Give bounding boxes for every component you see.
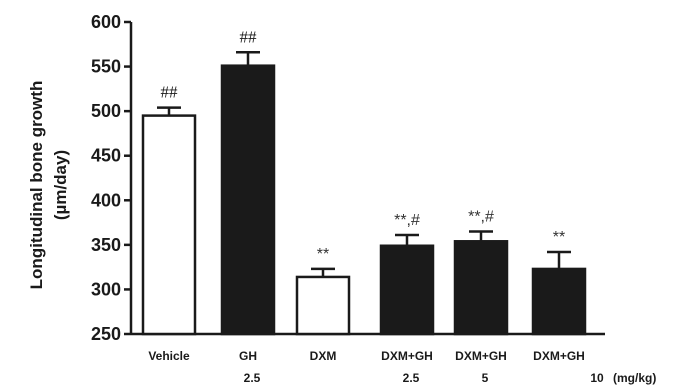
x-dose-label: 10 [590,371,604,385]
y-tick-label: 300 [91,279,121,299]
y-axis-title-line1: Longitudinal bone growth [27,81,46,290]
bars: ## ## ** **,# **,# ** [141,27,587,336]
significance-annotation: **,# [468,208,494,225]
bar [141,114,197,336]
x-category-label: DXM+GH [533,349,585,363]
y-tick-label: 450 [91,146,121,166]
y-tick-label: 500 [91,101,121,121]
significance-annotation: ** [553,229,565,246]
y-tick-label: 250 [91,324,121,344]
y-tick-label: 600 [91,12,121,32]
y-tick-label: 400 [91,190,121,210]
bar [453,240,509,336]
unit-label: (mg/kg) [613,371,656,385]
x-category-label: DXM+GH [455,349,507,363]
x-category-label: DXM+GH [381,349,433,363]
x-category-label: GH [239,349,257,363]
y-tick-label: 550 [91,57,121,77]
bar [531,267,587,336]
x-category-label: Vehicle [148,349,190,363]
significance-annotation: **,# [394,212,420,229]
x-category-label: DXM [310,349,337,363]
significance-annotation: ## [240,27,258,46]
x-axis-labels: Vehicle GH 2.5 DXM DXM+GH 2.5 DXM+GH 5 DXM+GH 10 [148,349,604,385]
bar [220,64,276,336]
x-dose-label: 2.5 [403,371,420,385]
significance-annotation: ## [161,83,179,102]
significance-annotation: ** [317,246,329,263]
axes: 250 300 350 400 450 500 550 600 [91,12,605,344]
y-axis-title-line2: (µm/day) [51,150,70,220]
y-tick-label: 350 [91,235,121,255]
bar [379,244,435,336]
bar [295,275,351,336]
y-axis-title: Longitudinal bone growth (µm/day) [27,81,70,290]
x-dose-label: 5 [482,371,489,385]
x-dose-label: 2.5 [244,371,261,385]
